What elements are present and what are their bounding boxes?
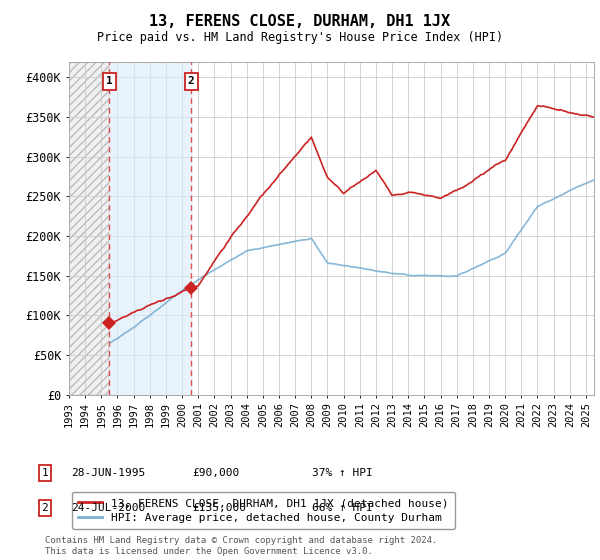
Text: 2: 2 [41,503,49,513]
Text: 66% ↑ HPI: 66% ↑ HPI [312,503,373,513]
Text: 1: 1 [41,468,49,478]
Bar [69,62,109,395]
Text: Contains HM Land Registry data © Crown copyright and database right 2024.
This d: Contains HM Land Registry data © Crown c… [45,536,437,556]
Text: 13, FERENS CLOSE, DURHAM, DH1 1JX: 13, FERENS CLOSE, DURHAM, DH1 1JX [149,14,451,29]
Text: £135,000: £135,000 [192,503,246,513]
Text: 1: 1 [106,76,113,86]
Text: Price paid vs. HM Land Registry's House Price Index (HPI): Price paid vs. HM Land Registry's House … [97,31,503,44]
Text: 24-JUL-2000: 24-JUL-2000 [71,503,145,513]
Text: 2: 2 [188,76,194,86]
Text: £90,000: £90,000 [192,468,239,478]
Text: 37% ↑ HPI: 37% ↑ HPI [312,468,373,478]
Bar [109,62,191,395]
Text: 28-JUN-1995: 28-JUN-1995 [71,468,145,478]
Legend: 13, FERENS CLOSE, DURHAM, DH1 1JX (detached house), HPI: Average price, detached: 13, FERENS CLOSE, DURHAM, DH1 1JX (detac… [72,492,455,529]
